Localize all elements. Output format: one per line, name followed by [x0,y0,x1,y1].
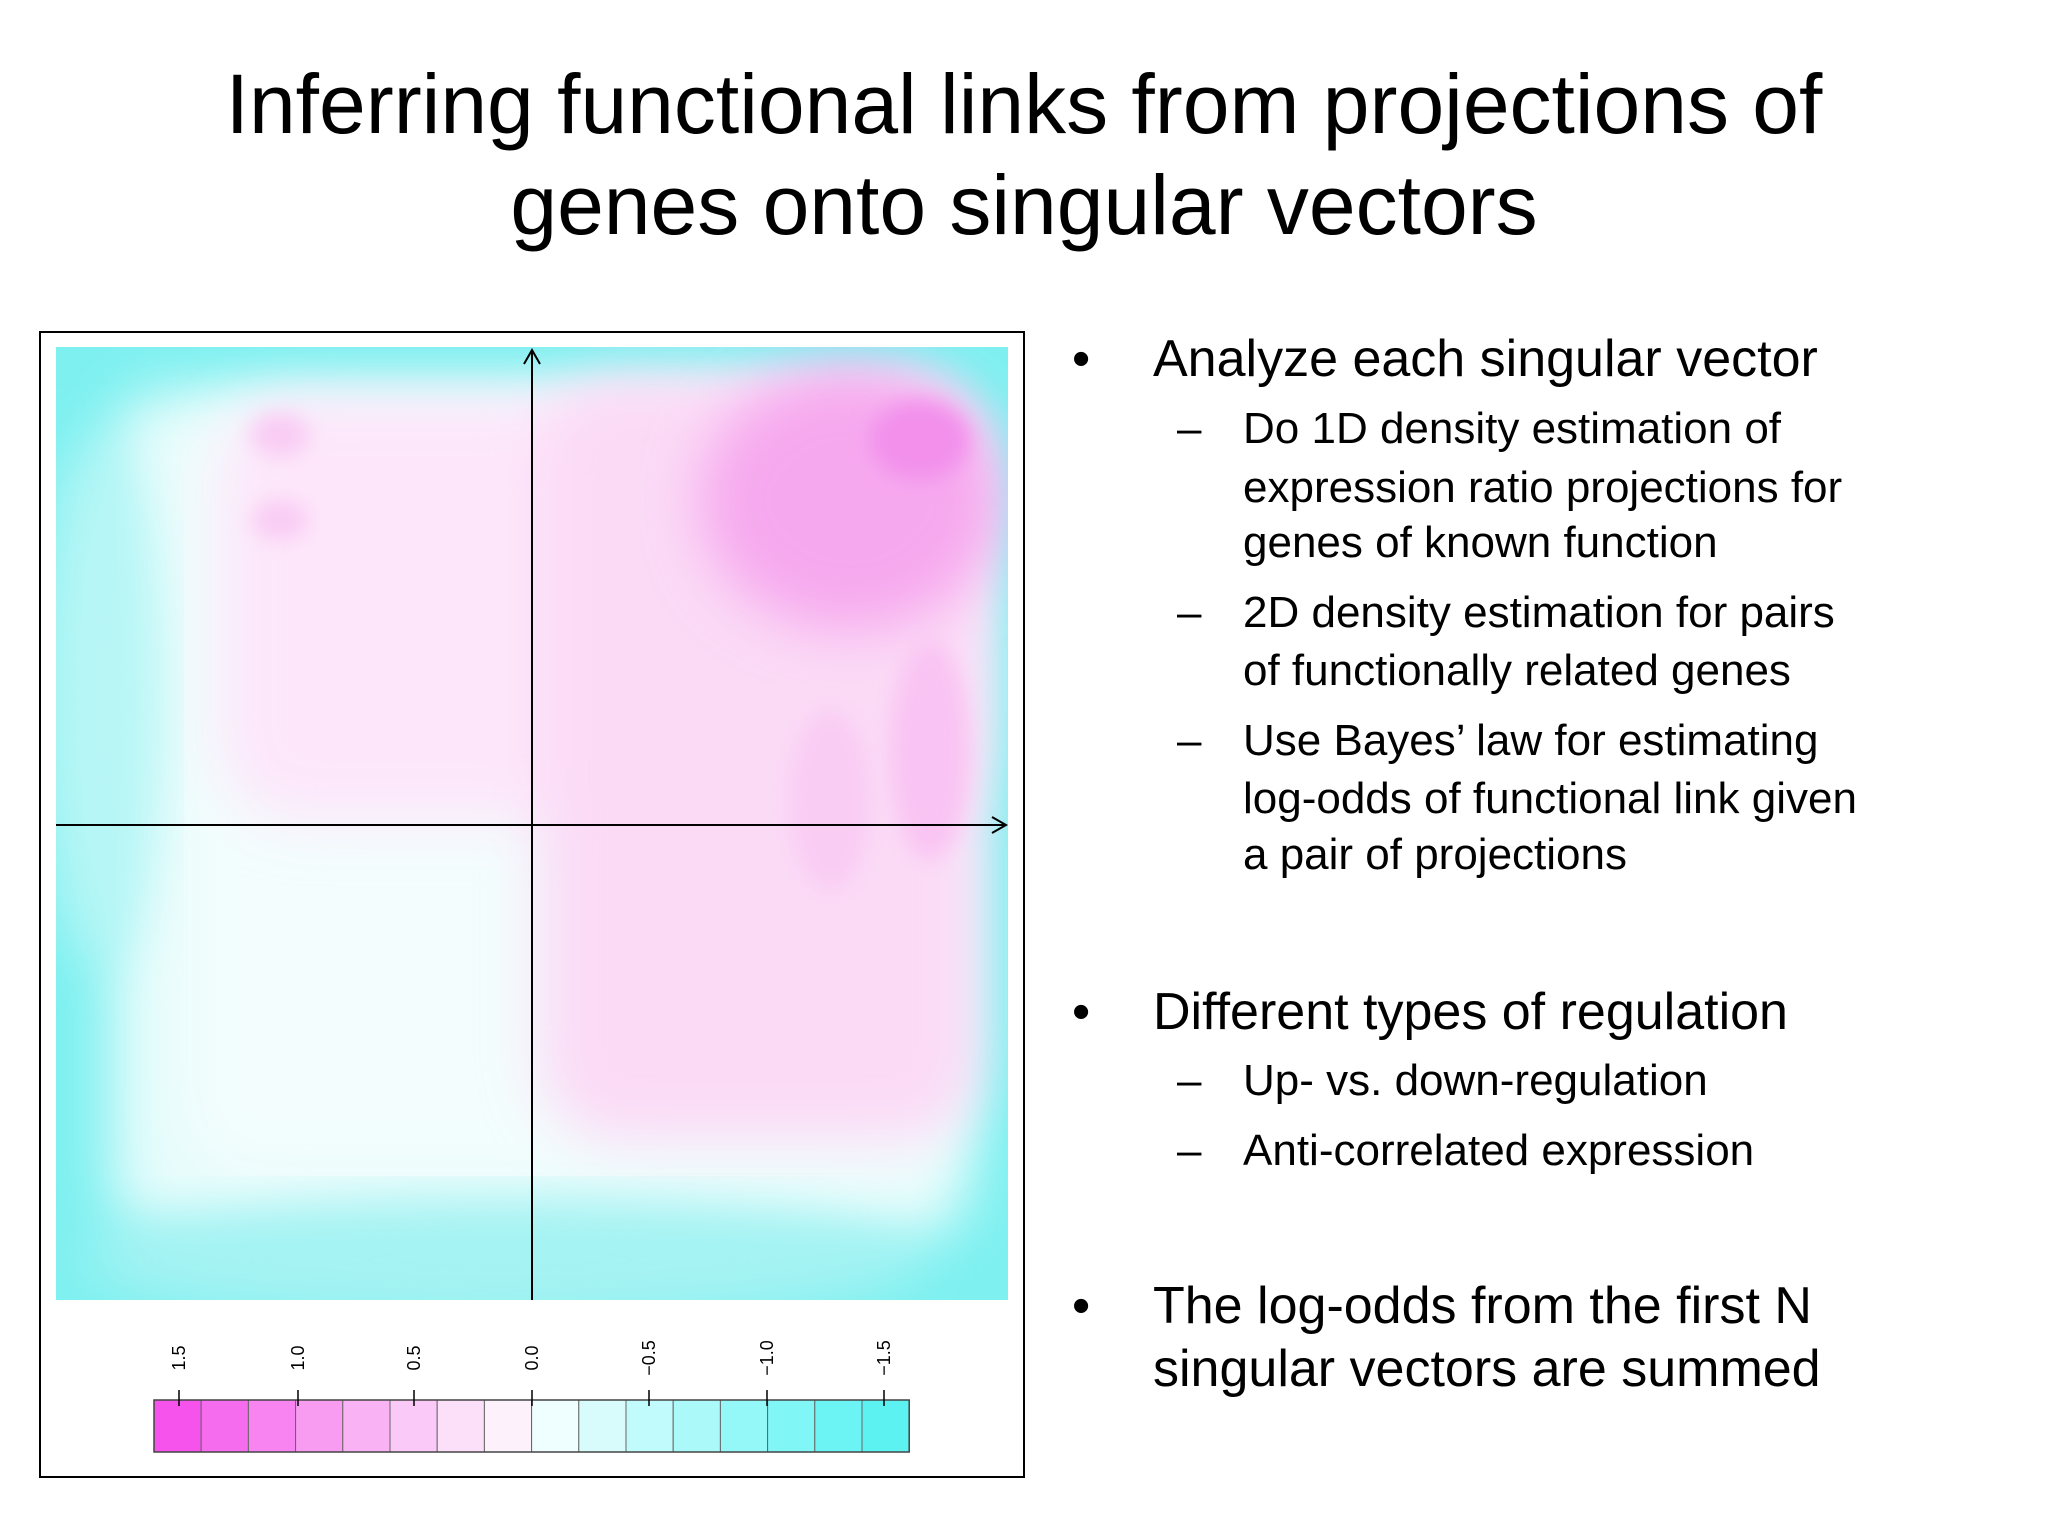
colorbar-label: −1.5 [874,1340,894,1376]
arrowhead [523,347,541,365]
sub-bullet-marker: – [1177,404,1202,453]
figure: 1.5 1.0 0.5 0.0 −0.5 −1.0 −1.5 [39,331,1025,1478]
colorbar: 1.5 1.0 0.5 0.0 −0.5 −1.0 −1.5 [153,1340,910,1453]
colorbar-cell [436,1399,485,1453]
sub-bullet-text: 2D density estimation for pairs [1243,588,1835,637]
sub-bullet-text: of functionally related genes [1243,646,1791,695]
colorbar-cell [531,1399,580,1453]
colorbar-label: 0.5 [404,1345,424,1370]
colorbar-cell [153,1399,202,1453]
bullet-marker: • [1072,983,1091,1041]
bullet-text: singular vectors are summed [1153,1340,1821,1398]
colorbar-label: 1.5 [169,1345,189,1370]
bullet-text: Different types of regulation [1153,983,1788,1041]
sub-bullet-text: Up- vs. down-regulation [1243,1056,1708,1105]
sub-bullet-text: Use Bayes’ law for estimating [1243,716,1819,765]
colorbar-label: −0.5 [639,1340,659,1376]
sub-bullet-marker: – [1177,1126,1202,1175]
sub-bullet-text: log-odds of functional link given [1243,774,1857,823]
colorbar-cell [342,1399,391,1453]
sub-bullet-text: Do 1D density estimation of [1243,404,1782,453]
sub-bullet-text: a pair of projections [1243,830,1627,879]
colorbar-cell [814,1399,863,1453]
colorbar-cell [719,1399,769,1453]
colorbar-cell [247,1399,297,1453]
colorbar-cell [389,1399,438,1453]
colorbar-cell [578,1399,627,1453]
bullet-marker: • [1072,1277,1091,1335]
colorbar-cell [200,1399,249,1453]
colorbar-label: −1.0 [757,1340,777,1376]
colorbar-cell [861,1399,910,1453]
sub-bullet-marker: – [1177,1056,1202,1105]
colorbar-cell [767,1399,816,1453]
colorbar-label: 0.0 [522,1345,542,1370]
sub-bullet-text: Anti-correlated expression [1243,1126,1755,1175]
colorbar-cell [295,1399,344,1453]
bullet-text: Analyze each singular vector [1153,330,1818,388]
colorbar-label: 1.0 [288,1345,308,1370]
colorbar-cell [672,1399,721,1453]
heatmap [56,347,1008,1300]
sub-bullet-marker: – [1177,588,1202,637]
arrowhead [991,816,1009,834]
colorbar-cell [625,1399,674,1453]
title-line: genes onto singular vectors [510,158,1538,252]
sub-bullet-text: expression ratio projections for [1243,463,1843,512]
bullet-text: The log-odds from the first N [1153,1277,1812,1335]
sub-bullet-text: genes of known function [1243,518,1718,567]
colorbar-cell [483,1399,533,1453]
title-line: Inferring functional links from projecti… [225,57,1823,151]
bullet-marker: • [1072,330,1091,388]
sub-bullet-marker: – [1177,716,1202,765]
